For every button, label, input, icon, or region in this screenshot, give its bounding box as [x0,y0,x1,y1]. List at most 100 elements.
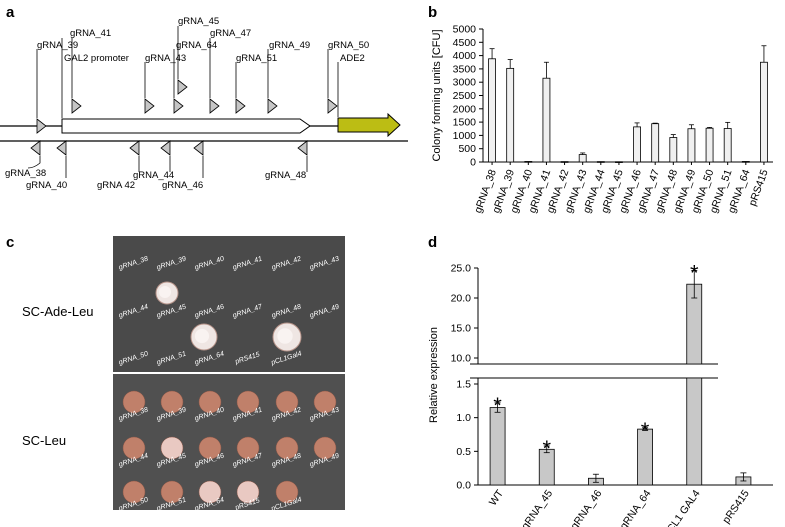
condition-sc-ade-leu: SC-Ade-Leu [22,304,94,319]
colony-highlight [194,328,210,344]
label-grna-49: gRNA_49 [269,40,310,51]
grna-46-site [193,140,204,156]
bar-pRS415 [760,61,768,163]
grna-44-site [160,140,171,156]
bar-gRNA_49 [687,128,696,163]
yeast-spot [160,436,184,460]
yeast-spot [160,390,184,414]
bar-gRNA_39 [506,67,515,163]
grna-40-site [56,140,67,156]
x-tick-label: gRNA_64 [618,488,654,527]
bar-gRNA_38 [488,58,496,163]
label-grna-43: gRNA_43 [145,53,186,64]
significance-star: * [493,393,502,418]
bar-gRNA_41 [542,77,551,163]
yeast-spot [198,436,222,460]
bar-gRNA_46 [633,126,641,163]
grna-43-site [144,98,155,114]
grna-64-site [173,98,184,114]
y-tick-label: 0 [470,157,476,169]
y-tick-label: 500 [458,143,476,155]
grna-42-site [129,140,140,156]
y-tick-label: 1.0 [456,412,471,424]
y-tick-label: 3500 [453,63,477,75]
panel-letter-d: d [428,234,437,251]
gene-locus-diagram: gRNA_39 gRNA_41 GAL2 promoter gRNA_45 gR… [0,16,408,191]
yeast-plates: SC-Ade-Leu SC-Leu gRNA_38 gRNA_39 gRNA_40 g… [22,236,345,513]
y-tick-label: 0.5 [456,446,471,458]
y-tick-label: 2500 [453,90,477,102]
label-grna-46: gRNA_46 [162,180,203,191]
bar-WT [489,407,506,486]
grna-41-site [71,98,82,114]
label-grna-51: gRNA_51 [236,53,277,64]
y-tick-label: 1000 [453,130,477,142]
grna-45-site [177,79,188,95]
grna-49-site [267,98,278,114]
grna-38-site [30,140,41,156]
bar-gRNA_47 [651,123,660,163]
label-grna-39: gRNA_39 [37,40,78,51]
significance-star: * [690,260,699,285]
grna-47-site [209,98,220,114]
y-axis-title: Relative expression [428,327,440,423]
grna-39-site [36,118,47,134]
panel-letter-b: b [428,4,437,21]
y-tick-label: 0.0 [456,480,471,492]
y-tick-label: 1.5 [456,379,471,391]
yeast-spot [198,480,222,504]
bar-gRNA_48 [669,137,678,163]
yeast-spot [198,390,222,414]
yeast-spot [275,390,299,414]
y-tick-label: 3000 [453,77,477,89]
yeast-spot [275,436,299,460]
bar-gRNA_50 [705,127,714,163]
grna-48-site [297,140,308,156]
label-grna-50: gRNA_50 [328,40,369,51]
yeast-spot [122,436,146,460]
gal2-promoter-arrow [61,118,311,134]
x-tick-label: gRNA_45 [519,488,555,527]
grna-50-site [327,98,338,114]
plate-sc-ade-leu [113,236,345,372]
condition-sc-leu: SC-Leu [22,433,66,448]
relative-expression-chart: 0.0 0.5 1.0 1.5 10.0 15.0 20.0 25.0 Relative exp… [428,260,773,527]
y-tick-label: 20.0 [451,293,472,305]
label-grna-45: gRNA_45 [178,16,219,27]
yeast-spot [236,436,260,460]
yeast-spot [122,480,146,504]
label-ade2: ADE2 [340,53,365,64]
panel-letter-c: c [6,234,14,251]
yeast-spot [313,436,337,460]
y-tick-label: 4000 [453,50,477,62]
y-tick-label: 2000 [453,103,477,115]
colony-highlight [277,328,293,344]
yeast-spot [122,390,146,414]
label-grna-38: gRNA_38 [5,168,46,179]
colony-highlight [158,285,172,299]
plate-sc-leu [113,374,345,510]
bar-gRNA_51 [723,128,732,163]
yeast-spot [236,480,260,504]
x-tick-label: WT [487,487,507,508]
label-grna-47: gRNA_47 [210,28,251,39]
significance-star: * [641,418,650,443]
label-grna-64: gRNA_64 [176,40,217,51]
grna-51-site [235,98,246,114]
yeast-spot [236,390,260,414]
label-gal2-promoter: GAL2 promoter [64,53,129,64]
ade2-gene-arrow [337,112,401,138]
y-tick-label: 25.0 [451,263,472,275]
y-tick-label: 10.0 [451,353,472,365]
x-tick-label: pCL1 GAL4 [661,488,702,527]
y-tick-label: 5000 [453,24,477,36]
yeast-spot [313,390,337,414]
x-tick-label: gRNA_46 [568,488,604,527]
y-axis-title: Colony forming units [CFU] [431,29,443,161]
panel-letter-a: a [6,4,15,21]
bar-lower-pCL1 GAL4 [686,377,703,486]
bar-gRNA_43 [578,154,587,163]
y-tick-label: 4500 [453,37,477,49]
